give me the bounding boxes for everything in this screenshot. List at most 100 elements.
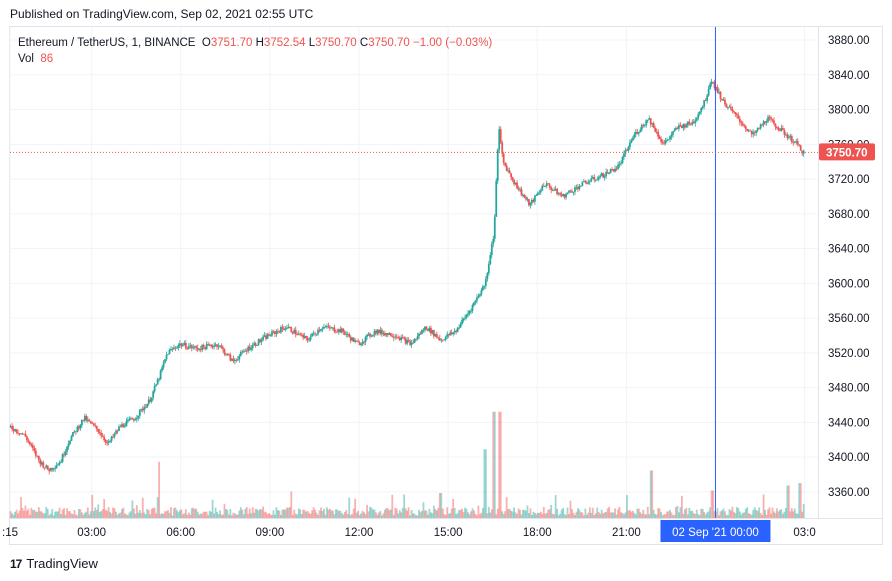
candle-body[interactable] xyxy=(24,433,27,437)
candle-body[interactable] xyxy=(446,334,449,337)
candle-body[interactable] xyxy=(510,173,513,178)
candle-body[interactable] xyxy=(383,333,386,336)
candle-body[interactable] xyxy=(783,130,786,135)
candle-body[interactable] xyxy=(667,139,670,141)
candle-body[interactable] xyxy=(202,344,205,348)
candle-body[interactable] xyxy=(299,333,302,335)
candle-body[interactable] xyxy=(575,187,578,188)
candle-body[interactable] xyxy=(458,327,461,329)
candle-body[interactable] xyxy=(789,135,792,138)
candle-body[interactable] xyxy=(167,354,169,355)
candle-body[interactable] xyxy=(435,334,438,338)
candle-body[interactable] xyxy=(566,192,569,195)
candle-body[interactable] xyxy=(382,333,385,335)
candle-body[interactable] xyxy=(15,429,18,433)
tradingview-logo[interactable]: 17 TradingView xyxy=(10,556,98,571)
candle-body[interactable] xyxy=(308,339,311,341)
candle-body[interactable] xyxy=(447,334,450,336)
candle-body[interactable] xyxy=(232,358,235,362)
candle-body[interactable] xyxy=(410,342,413,345)
candle-body[interactable] xyxy=(584,181,587,183)
candle-body[interactable] xyxy=(441,339,444,341)
candle-body[interactable] xyxy=(670,134,673,137)
candle-body[interactable] xyxy=(640,124,643,130)
candle-body[interactable] xyxy=(208,344,211,346)
candle-body[interactable] xyxy=(278,331,281,333)
candle-body[interactable] xyxy=(545,183,548,187)
candle-body[interactable] xyxy=(132,419,135,421)
candle-body[interactable] xyxy=(72,432,74,437)
candle-body[interactable] xyxy=(245,350,248,352)
candle-body[interactable] xyxy=(761,124,763,126)
candle-body[interactable] xyxy=(646,119,649,121)
candle-body[interactable] xyxy=(337,329,340,332)
candle-body[interactable] xyxy=(236,359,239,361)
candle-body[interactable] xyxy=(372,334,374,336)
candle-body[interactable] xyxy=(516,182,518,189)
candle-body[interactable] xyxy=(85,416,88,421)
candle-body[interactable] xyxy=(767,116,769,122)
candle-body[interactable] xyxy=(152,391,155,398)
candle-body[interactable] xyxy=(590,178,593,182)
candle-body[interactable] xyxy=(141,408,144,411)
candle-body[interactable] xyxy=(629,142,631,147)
candle-body[interactable] xyxy=(605,171,608,177)
candle-body[interactable] xyxy=(422,330,425,331)
candle-body[interactable] xyxy=(205,344,208,350)
candle-body[interactable] xyxy=(603,176,606,178)
candle-body[interactable] xyxy=(94,425,97,427)
candle-body[interactable] xyxy=(731,108,734,112)
candle-body[interactable] xyxy=(195,346,198,348)
candle-body[interactable] xyxy=(673,129,676,132)
candle-body[interactable] xyxy=(406,339,409,344)
candle-body[interactable] xyxy=(608,173,611,174)
candle-body[interactable] xyxy=(78,426,80,429)
candle-body[interactable] xyxy=(743,125,746,127)
candle-body[interactable] xyxy=(259,339,262,342)
candle-body[interactable] xyxy=(415,338,417,340)
candle-body[interactable] xyxy=(483,285,486,287)
candle-body[interactable] xyxy=(480,290,483,295)
candle-body[interactable] xyxy=(228,353,230,355)
candle-body[interactable] xyxy=(630,140,633,143)
candle-body[interactable] xyxy=(183,342,186,346)
candle-body[interactable] xyxy=(704,100,707,101)
candle-body[interactable] xyxy=(162,362,165,368)
candle-body[interactable] xyxy=(499,129,502,143)
candle-body[interactable] xyxy=(291,331,294,334)
candle-body[interactable] xyxy=(294,329,297,335)
candle-body[interactable] xyxy=(450,332,453,334)
candle-body[interactable] xyxy=(404,338,407,344)
candle-body[interactable] xyxy=(235,359,238,361)
candle-body[interactable] xyxy=(254,343,257,346)
candle-body[interactable] xyxy=(529,203,532,206)
candle-body[interactable] xyxy=(487,264,490,274)
candle-body[interactable] xyxy=(440,339,443,341)
candle-body[interactable] xyxy=(431,330,434,334)
candle-body[interactable] xyxy=(686,121,689,126)
candle-body[interactable] xyxy=(727,107,729,109)
candle-body[interactable] xyxy=(713,82,716,89)
candle-body[interactable] xyxy=(535,195,538,197)
candle-body[interactable] xyxy=(115,430,117,434)
candle-body[interactable] xyxy=(192,347,195,349)
candle-body[interactable] xyxy=(284,328,287,330)
candle-body[interactable] xyxy=(336,331,339,333)
candle-body[interactable] xyxy=(496,149,499,181)
candle-body[interactable] xyxy=(799,145,802,151)
candle-body[interactable] xyxy=(738,118,741,123)
candle-body[interactable] xyxy=(643,124,646,126)
candle-body[interactable] xyxy=(661,141,664,143)
candle-body[interactable] xyxy=(786,134,789,138)
candle-body[interactable] xyxy=(569,190,572,192)
candle-body[interactable] xyxy=(728,106,731,108)
candle-body[interactable] xyxy=(746,128,749,132)
candle-body[interactable] xyxy=(492,238,495,244)
candle-body[interactable] xyxy=(700,108,703,112)
candle-body[interactable] xyxy=(57,464,60,466)
candle-body[interactable] xyxy=(755,130,758,133)
candle-body[interactable] xyxy=(694,120,697,124)
candle-body[interactable] xyxy=(606,171,609,174)
candle-body[interactable] xyxy=(214,344,217,346)
candle-body[interactable] xyxy=(29,441,31,445)
